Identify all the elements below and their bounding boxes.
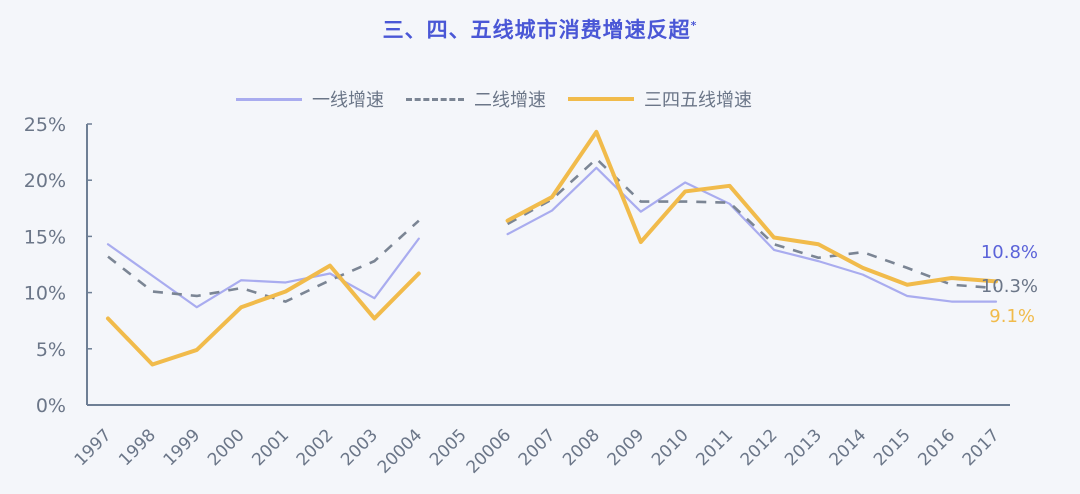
legend-item-tier345: 三四五线增速 [568,86,752,112]
legend-line-icon-tier1 [236,97,302,101]
x-tick-label: 2011 [692,425,737,470]
end-label-3: 9.1% [989,306,1035,327]
y-tick-label: 0% [36,395,66,417]
end-label-2: 10.3% [981,276,1038,297]
series-line-tier2 [506,157,997,290]
x-tick-label: 2010 [648,425,693,470]
end-label-1: 10.8% [981,242,1038,263]
x-tick-label: 2014 [826,425,871,470]
chart-title-text: 三、四、五线城市消费增速反超 [382,18,691,42]
end-label-value-tier2: 10.3% [980,276,1038,297]
x-tick-label: 1999 [160,425,205,470]
x-tick-label: 2009 [604,425,649,470]
legend-item-tier1: 一线增速 [236,86,384,112]
legend-item-tier2: 二线增速 [406,86,546,112]
legend-dashed-line-icon-tier2 [406,97,464,101]
legend-label-tier2: 二线增速 [474,90,546,111]
legend-label-tier1: 一线增速 [312,90,384,111]
chart-legend: 一线增速 二线增速 三四五线增速 [236,86,774,112]
x-tick-label: 2015 [870,425,915,470]
end-label-value-tier1: 10.8% [980,242,1038,263]
x-tick-label: 2001 [248,425,293,470]
legend-label-tier345: 三四五线增速 [644,90,752,111]
series-line-tier1 [506,166,998,303]
chart-title: 三、四、五线城市消费增速反超* [0,14,1080,44]
x-tick-label: 2017 [959,425,1004,470]
end-label-value-tier345: 9.1% [989,306,1035,327]
y-tick-label: 15% [24,226,66,248]
legend-line-icon-tier345 [568,97,634,101]
series-line-tier345 [505,129,998,287]
x-tick-label: 2012 [737,425,782,470]
y-tick-label: 10% [24,283,66,305]
series-line-tier2 [107,219,420,303]
x-tick-label: 2007 [515,425,560,470]
x-tick-label: 1997 [71,425,116,470]
y-tick-label: 20% [24,170,66,192]
y-tick-label: 25% [24,114,66,136]
x-tick-label: 2008 [559,425,604,470]
x-tick-label: 2016 [914,425,959,470]
title-footnote-mark: * [690,19,698,32]
x-tick-label: 2000 [204,425,249,470]
x-tick-label: 20004 [374,425,426,477]
x-tick-label: 20006 [463,425,515,477]
y-tick-label: 5% [36,339,66,361]
series-line-tier1 [106,237,420,309]
series-line-tier345 [106,263,421,367]
x-tick-label: 1998 [115,425,160,470]
x-tick-label: 2013 [781,425,826,470]
x-tick-label: 2002 [293,425,338,470]
